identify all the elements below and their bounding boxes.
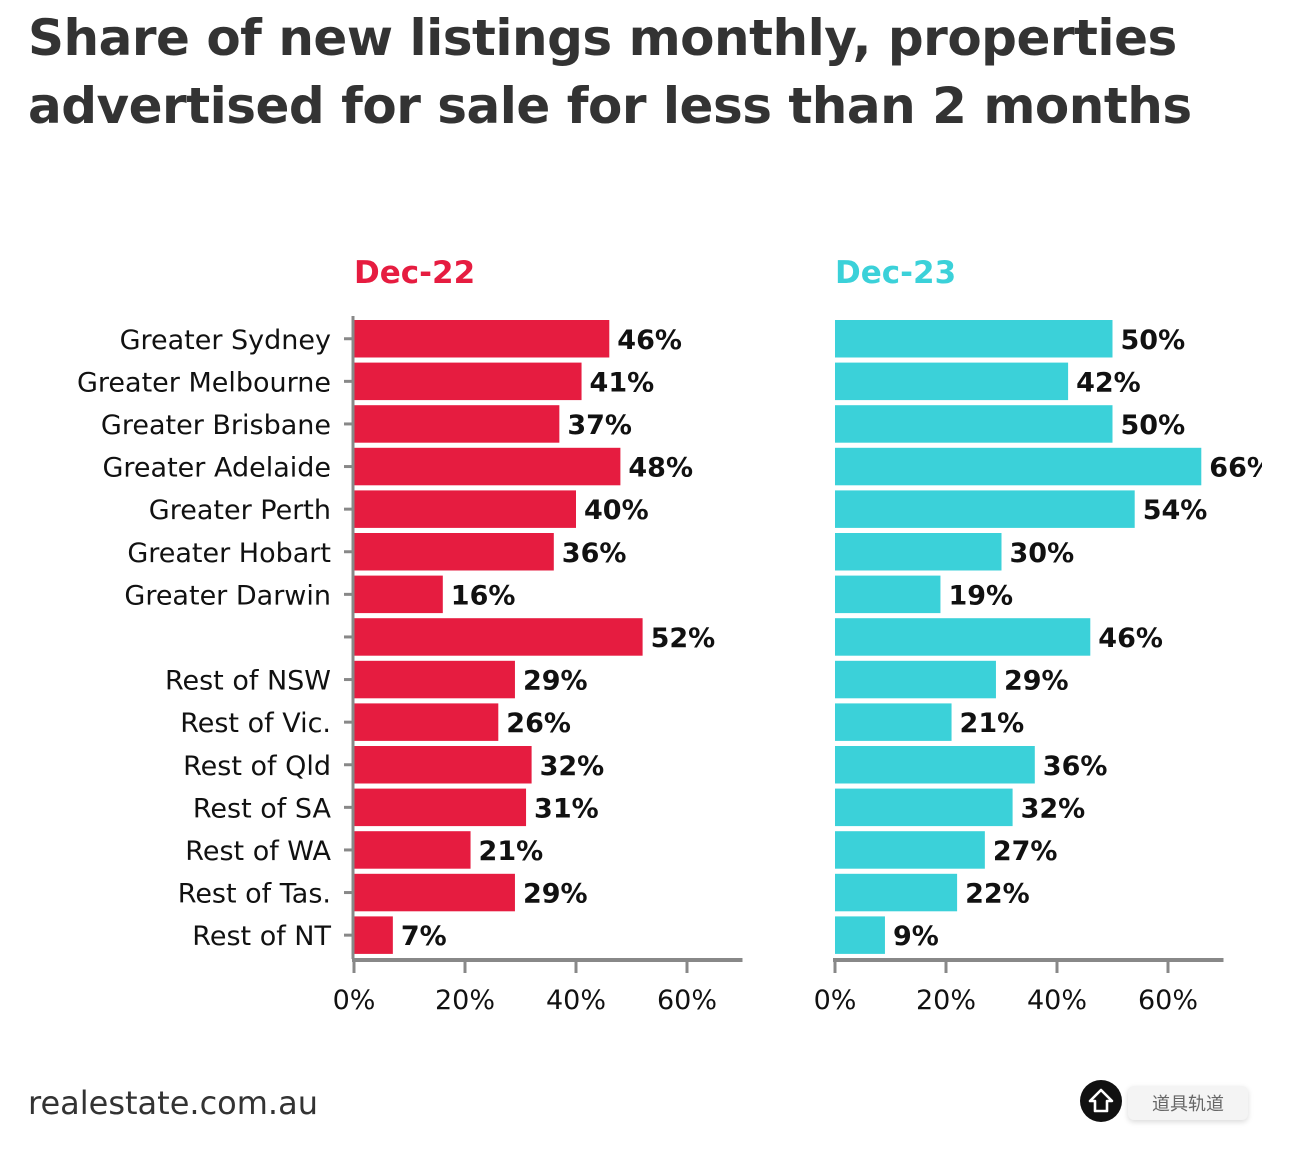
data-label: 7%	[401, 921, 447, 952]
data-label: 41%	[590, 367, 655, 398]
data-label: 32%	[540, 751, 605, 782]
bar-dec-23	[835, 703, 952, 741]
category-label: Rest of Tas.	[178, 879, 331, 910]
series-title-dec-22: Dec-22	[354, 255, 475, 291]
right-edge-crop	[1262, 300, 1290, 500]
category-label: Rest of Qld	[183, 751, 331, 782]
series-title-dec-23: Dec-23	[835, 255, 956, 291]
data-label: 21%	[960, 708, 1025, 739]
data-label: 32%	[1021, 793, 1086, 824]
bar-dec-23	[835, 618, 1091, 656]
data-label: 46%	[617, 325, 682, 356]
category-label: Greater Perth	[149, 495, 331, 526]
bar-dec-23	[835, 746, 1035, 784]
data-label: 52%	[651, 623, 716, 654]
bar-dec-22	[354, 873, 515, 912]
data-label: 36%	[1043, 751, 1108, 782]
bar-dec-22	[354, 533, 554, 571]
home-icon	[1088, 1088, 1114, 1113]
data-label: 31%	[534, 793, 599, 824]
data-label: 29%	[523, 879, 588, 910]
data-label: 54%	[1143, 495, 1208, 526]
bar-dec-22	[354, 703, 499, 741]
category-label: Greater Brisbane	[101, 410, 331, 441]
source-label: realestate.com.au	[28, 1084, 318, 1122]
chart: Greater Sydney Greater Melbourne Greater B…	[77, 255, 1290, 1016]
home-button[interactable]	[1080, 1080, 1122, 1122]
category-label: Rest of Vic.	[180, 708, 331, 739]
x-tick-label: 60%	[657, 985, 717, 1016]
x-tick-label: 0%	[814, 985, 857, 1016]
bar-dec-22	[354, 746, 532, 784]
bar-dec-23	[835, 575, 941, 614]
data-label: 9%	[893, 921, 939, 952]
bar-dec-23	[835, 405, 1113, 443]
bar-dec-22	[354, 916, 393, 954]
data-label: 27%	[993, 836, 1058, 867]
data-label: 29%	[1004, 666, 1069, 697]
bar-dec-22	[354, 618, 643, 656]
tool-track-chip[interactable]: 道具轨道	[1128, 1086, 1248, 1120]
data-label: 26%	[506, 708, 571, 739]
bar-dec-23	[835, 873, 958, 912]
data-label: 40%	[584, 495, 649, 526]
category-label: Greater Hobart	[127, 538, 331, 569]
bar-dec-22	[354, 788, 527, 827]
bar-dec-22	[354, 405, 560, 443]
bar-dec-22	[354, 320, 610, 358]
data-label: 46%	[1098, 623, 1163, 654]
x-tick-label: 40%	[1027, 985, 1087, 1016]
category-label: Greater Darwin	[124, 580, 331, 611]
category-label: Greater Sydney	[120, 325, 331, 356]
category-label: Greater Melbourne	[77, 367, 331, 398]
data-label: 50%	[1121, 410, 1186, 441]
data-label: 36%	[562, 538, 627, 569]
bar-dec-22	[354, 831, 471, 869]
bar-dec-22	[354, 490, 576, 528]
data-label: 29%	[523, 666, 588, 697]
data-label: 48%	[628, 453, 693, 484]
category-label: Greater Adelaide	[102, 453, 331, 484]
x-tick-label: 0%	[333, 985, 376, 1016]
data-label: 50%	[1121, 325, 1186, 356]
category-label: Rest of NT	[192, 921, 331, 952]
category-label: Rest of NSW	[165, 666, 331, 697]
bar-dec-23	[835, 447, 1202, 486]
data-label: 19%	[948, 580, 1013, 611]
data-label: 22%	[965, 879, 1030, 910]
chart-title: Share of new listings monthly, propertie…	[28, 9, 1192, 135]
tool-widget[interactable]: 道具轨道	[1078, 1078, 1253, 1128]
bar-dec-23	[835, 788, 1013, 827]
data-label: 30%	[1010, 538, 1075, 569]
x-tick-label: 40%	[546, 985, 606, 1016]
bar-dec-23	[835, 660, 996, 699]
bar-dec-23	[835, 362, 1069, 401]
data-label: 16%	[451, 580, 516, 611]
bar-dec-23	[835, 916, 885, 954]
bar-dec-23	[835, 490, 1135, 528]
category-label: Rest of SA	[193, 793, 332, 824]
bar-dec-22	[354, 362, 582, 401]
category-label: Rest of WA	[185, 836, 331, 867]
bar-dec-22	[354, 447, 621, 486]
x-tick-label: 20%	[435, 985, 495, 1016]
bar-dec-23	[835, 533, 1002, 571]
data-label: 42%	[1076, 367, 1141, 398]
x-tick-label: 20%	[916, 985, 976, 1016]
x-tick-label: 60%	[1138, 985, 1198, 1016]
data-label: 21%	[479, 836, 544, 867]
data-label: 37%	[567, 410, 632, 441]
bar-dec-23	[835, 320, 1113, 358]
bar-dec-23	[835, 831, 985, 869]
bar-dec-22	[354, 575, 443, 614]
bar-dec-22	[354, 660, 515, 699]
